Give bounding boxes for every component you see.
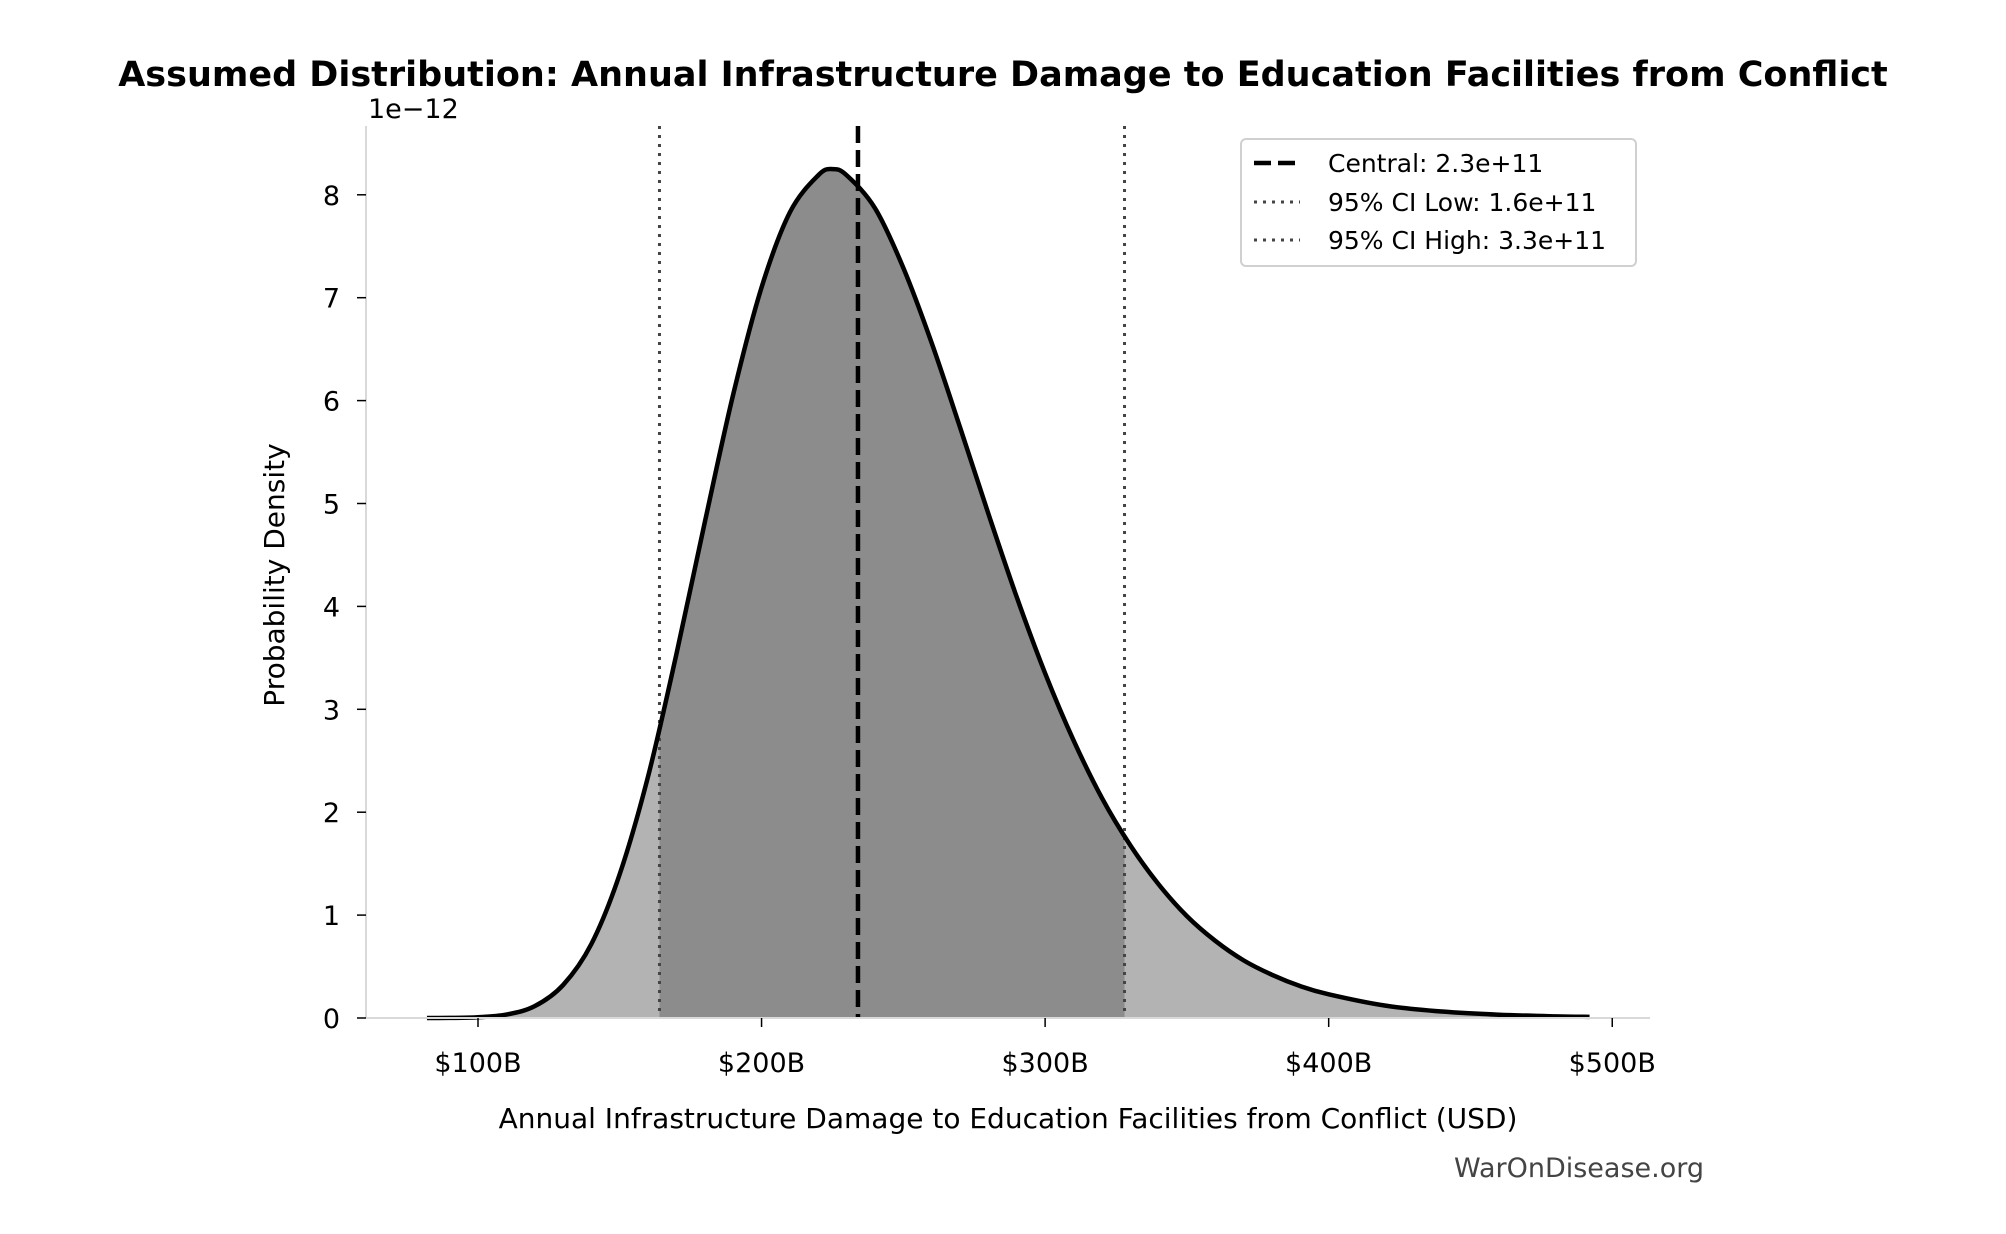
y-tick-label: 4 xyxy=(323,592,340,623)
x-tick-label: $300B xyxy=(1001,1048,1088,1079)
chart-title: Assumed Distribution: Annual Infrastruct… xyxy=(118,55,1888,95)
y-tick-label: 8 xyxy=(323,181,340,212)
y-axis-label: Probability Density xyxy=(258,443,291,706)
ci-fill-area xyxy=(659,169,1125,1018)
y-tick-label: 1 xyxy=(323,901,340,932)
x-tick-label: $400B xyxy=(1285,1048,1372,1079)
y-tick-label: 6 xyxy=(323,387,340,418)
y-tick-label: 5 xyxy=(323,490,340,521)
y-tick-label: 2 xyxy=(323,798,340,829)
y-offset-label: 1e−12 xyxy=(368,94,459,125)
y-axis-ticks: 0 1 2 3 4 5 6 7 8 xyxy=(323,181,366,1035)
legend-central-label: Central: 2.3e+11 xyxy=(1328,149,1543,178)
density-curve xyxy=(426,166,1590,1021)
legend: Central: 2.3e+11 95% CI Low: 1.6e+11 95%… xyxy=(1240,138,1637,267)
legend-ci-high-label: 95% CI High: 3.3e+11 xyxy=(1328,226,1606,255)
x-tick-label: $100B xyxy=(434,1048,521,1079)
legend-box xyxy=(1240,138,1637,267)
reference-lines xyxy=(657,126,1127,1018)
x-tick-label: $500B xyxy=(1569,1048,1656,1079)
y-tick-label: 0 xyxy=(323,1004,340,1035)
legend-ci-low-label: 95% CI Low: 1.6e+11 xyxy=(1328,188,1596,217)
x-tick-label: $200B xyxy=(718,1048,805,1079)
y-tick-label: 7 xyxy=(323,284,340,315)
watermark: WarOnDisease.org xyxy=(1454,1153,1704,1184)
x-axis-ticks: $100B $200B $300B $400B $500B xyxy=(434,1018,1656,1079)
x-axis-label: Annual Infrastructure Damage to Educatio… xyxy=(499,1102,1518,1135)
density-fills xyxy=(426,169,1590,1019)
y-tick-label: 3 xyxy=(323,695,340,726)
